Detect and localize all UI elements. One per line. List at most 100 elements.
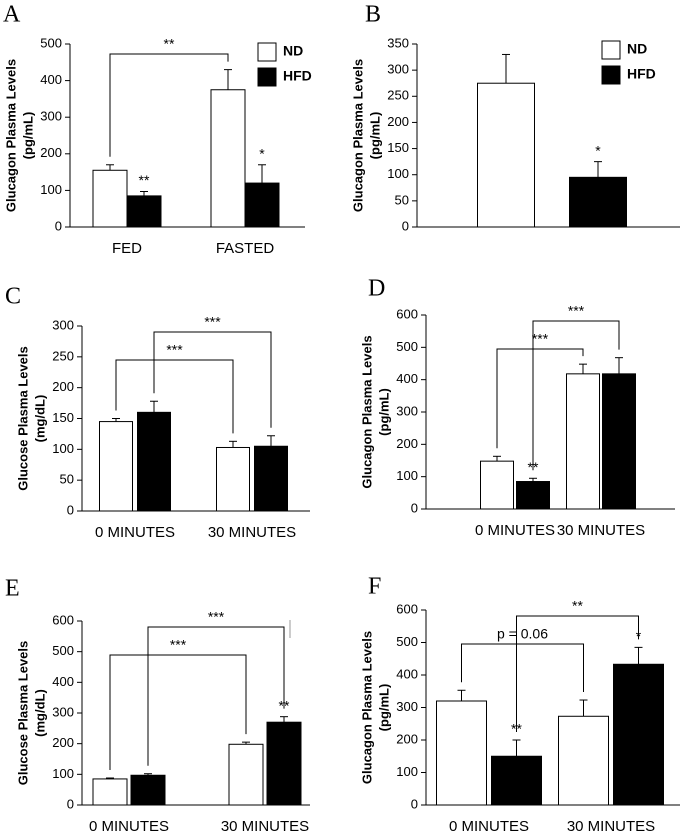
y-tick-label: 400	[396, 666, 418, 681]
y-axis-label: Glucagon Plasma Levels	[359, 631, 374, 784]
significance-bracket	[147, 626, 285, 766]
significance-bracket	[109, 654, 247, 771]
y-axis-label: (pg/mL)	[20, 112, 35, 160]
significance-bracket	[532, 320, 620, 471]
y-axis-label: Glucose Plasma Levels	[15, 641, 30, 786]
significance-bracket	[109, 53, 229, 157]
y-tick-label: 0	[55, 218, 62, 233]
y-tick-label: 150	[52, 410, 74, 425]
y-tick-label: 100	[396, 764, 418, 779]
bar	[126, 195, 162, 228]
y-axis-label: Glucagon Plasma Levels	[350, 59, 365, 212]
y-tick-label: 600	[396, 306, 418, 321]
y-tick-label: 350	[387, 35, 409, 50]
x-tick-label: 0 MINUTES	[95, 524, 175, 541]
significance-label: *	[259, 145, 265, 161]
bracket-label: ***	[532, 331, 549, 347]
bar	[613, 663, 664, 806]
y-axis-label: Glucagon Plasma Levels	[359, 335, 374, 488]
y-tick-label: 300	[52, 704, 74, 719]
panel-letter: C	[5, 284, 21, 310]
x-tick-label: 30 MINUTES	[221, 818, 309, 835]
bar	[436, 700, 487, 806]
significance-bracket	[115, 359, 234, 434]
y-tick-label: 600	[396, 601, 418, 616]
significance-bracket	[153, 331, 272, 428]
y-tick-label: 100	[396, 468, 418, 483]
y-axis-label: (mg/dL)	[32, 395, 47, 443]
y-tick-label: 200	[396, 436, 418, 451]
bracket-label: ***	[170, 637, 187, 653]
y-tick-label: 500	[52, 643, 74, 658]
bar	[602, 373, 636, 510]
y-tick-label: 300	[40, 109, 62, 124]
y-tick-label: 0	[411, 796, 418, 811]
y-tick-label: 100	[40, 182, 62, 197]
y-tick-label: 300	[396, 699, 418, 714]
bar	[558, 715, 609, 806]
y-axis-label: (pg/mL)	[376, 388, 391, 436]
significance-bracket	[461, 643, 584, 693]
bar	[266, 721, 302, 806]
y-tick-label: 300	[387, 62, 409, 77]
legend-swatch	[601, 65, 621, 85]
bar	[137, 411, 171, 512]
legend-label: HFD	[283, 68, 312, 84]
y-tick-label: 0	[411, 500, 418, 515]
bracket-label: ***	[568, 303, 585, 319]
legend-label: ND	[627, 41, 647, 57]
y-tick-label: 150	[387, 140, 409, 155]
y-axis-label: Glucagon Plasma Levels	[3, 59, 18, 212]
y-axis-label: (pg/mL)	[367, 112, 382, 160]
y-tick-label: 250	[52, 348, 74, 363]
bar	[254, 445, 288, 512]
bar	[228, 743, 264, 806]
x-tick-label: 30 MINUTES	[557, 522, 645, 539]
x-tick-label: FED	[112, 240, 142, 257]
bracket-label: p = 0.06	[497, 626, 548, 642]
x-tick-label: FASTED	[216, 240, 275, 257]
bracket-label: **	[572, 598, 583, 614]
y-tick-label: 400	[396, 371, 418, 386]
bar	[569, 176, 627, 228]
bar	[210, 89, 246, 228]
bracket-label: ***	[204, 314, 221, 330]
y-tick-label: 0	[402, 218, 409, 233]
bar	[216, 446, 250, 512]
y-tick-label: 100	[52, 766, 74, 781]
y-tick-label: 200	[387, 114, 409, 129]
bar	[92, 778, 128, 806]
bar	[566, 373, 600, 510]
legend-label: HFD	[627, 66, 656, 82]
y-tick-label: 0	[67, 796, 74, 811]
x-tick-label: 30 MINUTES	[208, 524, 296, 541]
y-tick-label: 500	[40, 35, 62, 50]
legend-label: ND	[283, 43, 303, 59]
panel-letter: E	[5, 576, 20, 602]
y-tick-label: 250	[387, 88, 409, 103]
panel-letter: A	[3, 2, 21, 28]
significance-bracket	[496, 348, 584, 449]
y-tick-label: 100	[52, 441, 74, 456]
y-tick-label: 50	[60, 472, 74, 487]
y-tick-label: 500	[396, 634, 418, 649]
bar	[491, 755, 542, 806]
bracket-label: ***	[166, 342, 183, 358]
bar	[516, 481, 550, 510]
y-tick-label: 600	[52, 612, 74, 627]
y-tick-label: 400	[40, 72, 62, 87]
significance-bracket	[516, 615, 639, 732]
legend-swatch	[257, 67, 277, 87]
y-tick-label: 0	[67, 502, 74, 517]
y-axis-label: Glucose Plasma Levels	[15, 346, 30, 491]
y-axis-label: (mg/dL)	[32, 689, 47, 737]
y-axis-label: (pg/mL)	[376, 684, 391, 732]
y-tick-label: 50	[395, 192, 409, 207]
legend-swatch	[257, 42, 277, 62]
y-tick-label: 300	[396, 403, 418, 418]
x-tick-label: 0 MINUTES	[475, 522, 555, 539]
y-tick-label: 100	[387, 166, 409, 181]
significance-label: *	[595, 142, 601, 158]
bar	[477, 82, 535, 228]
